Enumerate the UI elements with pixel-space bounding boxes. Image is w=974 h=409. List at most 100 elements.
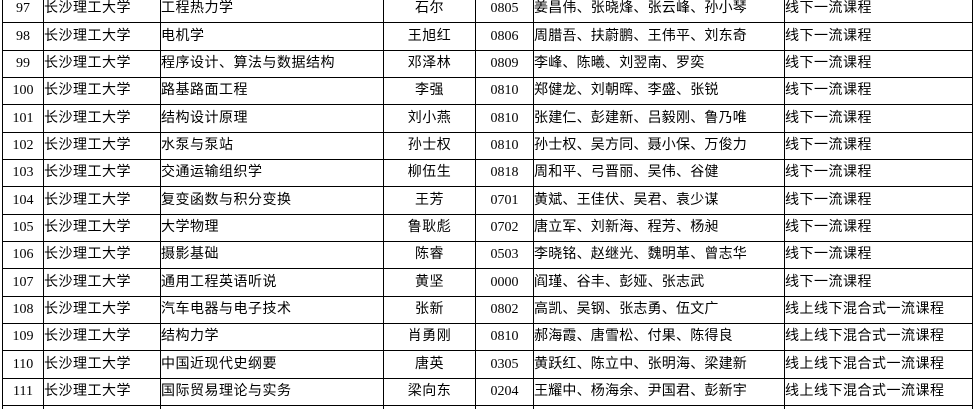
cell-course-type: 线下一流课程 [784,241,973,270]
cell-course-name: 通用工程英语听说 [160,268,384,297]
cell-course-name: 国际贸易理论与实务 [160,377,384,407]
cell-leader-name: 李强 [383,77,476,106]
cell-row-number: 111 [2,377,44,407]
cell-row-number: 98 [2,22,44,51]
table-row: 105 长沙理工大学 大学物理 鲁耿彪 0702 唐立军、刘新海、程芳、杨昶 线… [2,213,973,243]
cell-row-number [2,405,44,409]
cell-course-name: 交通运输组织学 [160,159,384,188]
cell-team-members: 黄斌、王佳伏、吴君、袁少谋 [533,186,785,215]
cell-university: 长沙理工大学 [43,377,161,407]
cell-course-name: 结构设计原理 [160,104,384,133]
cell-subject-code: 0802 [475,295,534,325]
table-row: 100 长沙理工大学 路基路面工程 李强 0810 郑健龙、刘朝晖、李盛、张锐 … [2,77,973,106]
cell-university [43,405,161,409]
cell-subject-code: 0809 [475,49,534,79]
cell-course-type: 线上线下混合式一流课程 [784,295,973,325]
cell-course-type: 线下一流课程 [784,0,973,24]
cell-team-members: 郝海霞、唐雪松、付果、陈得良 [533,323,785,352]
cell-course-type: 线上线下混合式一流课程 [784,323,973,352]
cell-team-members: 张建仁、彭建新、吕毅刚、鲁乃唯 [533,104,785,133]
cell-course-name: 工程热力学 [160,0,384,24]
cell-university: 长沙理工大学 [43,323,161,352]
cell-course-name: 中国近现代史纲要 [160,350,384,379]
cell-team-members: 王耀中、杨海余、尹国君、彭新宇 [533,377,785,407]
cell-university: 长沙理工大学 [43,186,161,215]
cell-leader-name: 柳伍生 [383,159,476,188]
cell-course-type: 线下一流课程 [784,186,973,215]
cell-course-type: 线下一流课程 [784,77,973,106]
cell-course-type: 线下一流课程 [784,159,973,188]
cell-university: 长沙理工大学 [43,159,161,188]
cell-subject-code: 0810 [475,323,534,352]
cell-leader-name: 梁向东 [383,377,476,407]
cell-course-name [160,405,384,409]
cell-university: 长沙理工大学 [43,350,161,379]
cell-row-number: 107 [2,268,44,297]
cell-subject-code: 0810 [475,77,534,106]
cell-team-members: 郑健龙、刘朝晖、李盛、张锐 [533,77,785,106]
cell-row-number: 100 [2,77,44,106]
cell-leader-name: 石尔 [383,0,476,24]
cell-university: 长沙理工大学 [43,131,161,161]
cell-university: 长沙理工大学 [43,295,161,325]
cell-team-members: 姜昌伟、张晓烽、张云峰、孙小琴 [533,0,785,24]
cell-university: 长沙理工大学 [43,49,161,79]
table-row: 102 长沙理工大学 水泵与泵站 孙士权 0810 孙士权、吴方同、聂小保、万俊… [2,131,973,161]
cell-course-type: 线下一流课程 [784,131,973,161]
cell-team-members: 高凯、吴钢、张志勇、伍文广 [533,295,785,325]
cell-university: 长沙理工大学 [43,77,161,106]
table-row: 110 长沙理工大学 中国近现代史纲要 唐英 0305 黄跃红、陈立中、张明海、… [2,350,973,379]
cell-row-number: 109 [2,323,44,352]
table-row: 109 长沙理工大学 结构力学 肖勇刚 0810 郝海霞、唐雪松、付果、陈得良 … [2,323,973,352]
cell-row-number: 106 [2,241,44,270]
cell-row-number: 99 [2,49,44,79]
cell-leader-name: 黄坚 [383,268,476,297]
cell-course-type: 线下一流课程 [784,22,973,51]
cell-subject-code: 0000 [475,268,534,297]
cell-leader-name: 张新 [383,295,476,325]
cell-team-members: 周和平、弓晋丽、吴伟、谷健 [533,159,785,188]
cell-course-name: 复变函数与积分变换 [160,186,384,215]
cell-team-members: 周腊吾、扶蔚鹏、王伟平、刘东奇 [533,22,785,51]
cell-course-name: 摄影基础 [160,241,384,270]
cell-team-members: 唐立军、刘新海、程芳、杨昶 [533,213,785,243]
cell-team-members: 孙士权、吴方同、聂小保、万俊力 [533,131,785,161]
cell-leader-name: 王旭红 [383,22,476,51]
table-row: 97 长沙理工大学 工程热力学 石尔 0805 姜昌伟、张晓烽、张云峰、孙小琴 … [2,0,973,24]
cell-course-name: 程序设计、算法与数据结构 [160,49,384,79]
cell-subject-code: 0805 [475,0,534,24]
table-row: 104 长沙理工大学 复变函数与积分变换 王芳 0701 黄斌、王佳伏、吴君、袁… [2,186,973,215]
cell-course-type: 线下一流课程 [784,49,973,79]
cell-university: 长沙理工大学 [43,213,161,243]
cell-leader-name: 邓泽林 [383,49,476,79]
cell-leader-name: 陈睿 [383,241,476,270]
cell-course-name: 汽车电器与电子技术 [160,295,384,325]
cell-subject-code: 0818 [475,159,534,188]
cell-leader-name: 王芳 [383,186,476,215]
cell-team-members: 李峰、陈曦、刘翌南、罗奕 [533,49,785,79]
cell-row-number: 104 [2,186,44,215]
cell-subject-code: 0204 [475,377,534,407]
cell-leader-name: 孙士权 [383,131,476,161]
cell-subject-code: 0806 [475,22,534,51]
cell-course-type: 线上线下混合式一流课程 [784,377,973,407]
table-row: 98 长沙理工大学 电机学 王旭红 0806 周腊吾、扶蔚鹏、王伟平、刘东奇 线… [2,22,973,51]
cell-leader-name: 刘小燕 [383,104,476,133]
cell-course-type: 线下一流课程 [784,213,973,243]
cell-row-number: 103 [2,159,44,188]
cell-course-type [784,405,973,409]
cell-course-type: 线上线下混合式一流课程 [784,350,973,379]
cell-team-members: 黄跃红、陈立中、张明海、梁建新 [533,350,785,379]
table-row: 111 长沙理工大学 国际贸易理论与实务 梁向东 0204 王耀中、杨海余、尹国… [2,377,973,407]
table-row: 106 长沙理工大学 摄影基础 陈睿 0503 李晓铭、赵继光、魏明革、曾志华 … [2,241,973,270]
cell-team-members: 阎瑾、谷丰、彭娅、张志武 [533,268,785,297]
cell-leader-name [383,405,476,409]
table-row: 108 长沙理工大学 汽车电器与电子技术 张新 0802 高凯、吴钢、张志勇、伍… [2,295,973,325]
cell-university: 长沙理工大学 [43,241,161,270]
cell-row-number: 108 [2,295,44,325]
cell-leader-name: 肖勇刚 [383,323,476,352]
cell-subject-code: 0810 [475,131,534,161]
table-row-partial [2,405,973,409]
